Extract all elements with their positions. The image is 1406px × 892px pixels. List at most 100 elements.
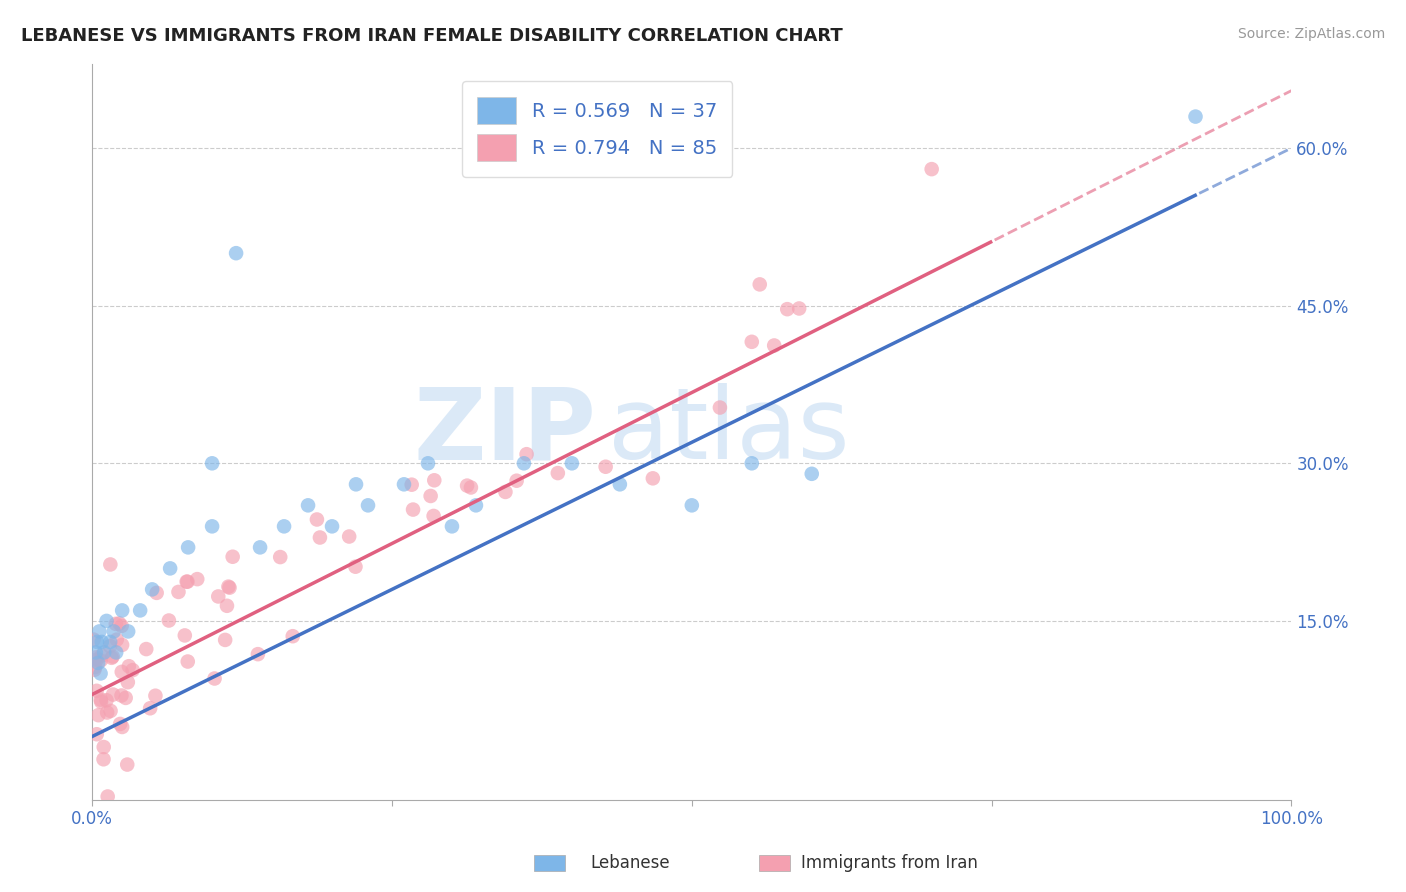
Point	[456, 478, 478, 492]
Point	[90, 695, 112, 709]
Point	[117, 675, 139, 690]
Point	[561, 456, 583, 470]
Point	[201, 456, 224, 470]
Point	[83, 663, 105, 677]
Text: ZIP: ZIP	[413, 384, 596, 480]
Point	[416, 456, 439, 470]
Point	[207, 590, 229, 604]
Point	[177, 655, 200, 669]
Point	[111, 638, 134, 652]
Point	[748, 277, 770, 292]
Text: LEBANESE VS IMMIGRANTS FROM IRAN FEMALE DISABILITY CORRELATION CHART: LEBANESE VS IMMIGRANTS FROM IRAN FEMALE …	[21, 27, 842, 45]
Point	[516, 447, 538, 461]
Point	[176, 574, 198, 589]
Point	[96, 693, 118, 707]
Point	[246, 647, 269, 661]
Point	[90, 653, 112, 667]
Point	[609, 477, 631, 491]
Point	[145, 689, 167, 703]
Point	[90, 635, 112, 649]
Point	[111, 619, 134, 633]
Point	[86, 653, 108, 667]
Point	[225, 246, 247, 260]
Text: atlas: atlas	[607, 384, 849, 480]
Point	[117, 624, 139, 639]
Point	[129, 603, 152, 617]
Point	[309, 531, 332, 545]
Point	[505, 474, 527, 488]
Point	[305, 512, 328, 526]
Point	[776, 302, 799, 317]
Point	[108, 717, 131, 731]
Point	[344, 559, 367, 574]
Point	[177, 541, 200, 555]
Point	[176, 574, 198, 589]
Point	[201, 519, 224, 533]
Point	[90, 666, 112, 681]
Point	[98, 639, 121, 653]
Point	[204, 672, 226, 686]
Point	[392, 477, 415, 491]
Point	[214, 632, 236, 647]
Point	[167, 585, 190, 599]
Legend: R = 0.569   N = 37, R = 0.794   N = 85: R = 0.569 N = 37, R = 0.794 N = 85	[461, 81, 733, 177]
Point	[86, 727, 108, 741]
Point	[93, 752, 115, 766]
Point	[422, 508, 444, 523]
Point	[105, 632, 128, 647]
Point	[87, 708, 110, 723]
Text: Lebanese: Lebanese	[591, 855, 671, 872]
Point	[114, 690, 136, 705]
Point	[90, 692, 112, 706]
Point	[402, 502, 425, 516]
Point	[681, 499, 703, 513]
Point	[90, 648, 112, 663]
Point	[117, 757, 139, 772]
Point	[787, 301, 810, 316]
Point	[139, 701, 162, 715]
Point	[460, 480, 482, 494]
Point	[423, 473, 446, 487]
Point	[249, 541, 271, 555]
Point	[98, 558, 121, 572]
Point	[84, 660, 107, 674]
Point	[98, 635, 121, 649]
Point	[800, 467, 823, 481]
Point	[921, 162, 943, 177]
Point	[186, 572, 208, 586]
Point	[111, 603, 134, 617]
Point	[741, 334, 763, 349]
Point	[494, 484, 516, 499]
Point	[100, 704, 122, 718]
Point	[105, 645, 128, 659]
Point	[104, 616, 127, 631]
Point	[741, 456, 763, 470]
Point	[118, 659, 141, 673]
Point	[513, 456, 536, 470]
Point	[86, 635, 108, 649]
Point	[157, 614, 180, 628]
Point	[96, 614, 118, 628]
Point	[763, 338, 786, 352]
Point	[215, 599, 238, 613]
Point	[101, 688, 124, 702]
Text: Immigrants from Iran: Immigrants from Iran	[801, 855, 979, 872]
Point	[111, 720, 134, 734]
Point	[89, 624, 111, 639]
Point	[641, 471, 664, 485]
Point	[281, 629, 304, 643]
Point	[440, 519, 463, 533]
Point	[87, 656, 110, 670]
Point	[321, 519, 343, 533]
Point	[465, 499, 488, 513]
Text: Source: ZipAtlas.com: Source: ZipAtlas.com	[1237, 27, 1385, 41]
Point	[401, 477, 423, 491]
Point	[84, 645, 107, 659]
Point	[145, 586, 167, 600]
Point	[709, 401, 731, 415]
Point	[84, 650, 107, 665]
Point	[344, 477, 367, 491]
Point	[86, 683, 108, 698]
Point	[1184, 110, 1206, 124]
Point	[419, 489, 441, 503]
